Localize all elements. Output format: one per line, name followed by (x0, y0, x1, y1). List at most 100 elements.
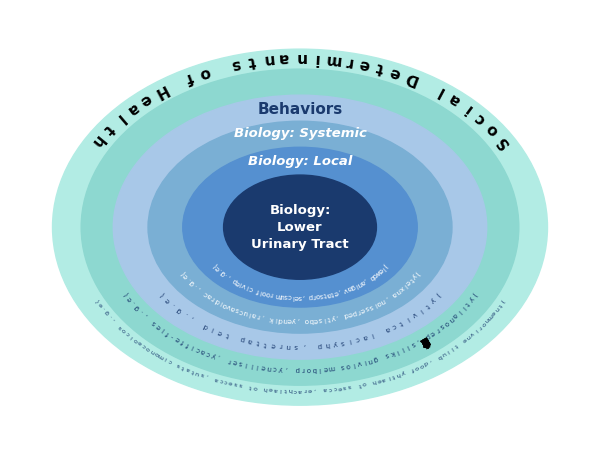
Text: l: l (406, 343, 410, 350)
Text: m: m (275, 292, 283, 299)
Text: c: c (219, 377, 223, 383)
Text: n: n (421, 337, 432, 350)
Text: a: a (381, 376, 386, 382)
Text: s: s (340, 363, 345, 369)
Text: .: . (130, 300, 136, 306)
Text: .: . (223, 272, 228, 278)
Text: a: a (278, 50, 289, 66)
Text: .: . (183, 311, 188, 317)
Text: g: g (133, 303, 141, 311)
Text: A: A (421, 337, 433, 350)
Text: a: a (124, 99, 141, 117)
Text: f: f (184, 70, 195, 86)
Text: b: b (312, 366, 317, 372)
Text: r: r (279, 342, 283, 348)
Text: t: t (422, 338, 431, 349)
Text: t: t (284, 387, 286, 392)
Text: s: s (151, 319, 157, 326)
Text: f: f (165, 329, 170, 336)
Text: i: i (422, 338, 430, 349)
Text: l: l (239, 281, 243, 287)
Text: l: l (422, 338, 430, 349)
Text: s: s (230, 56, 242, 72)
Text: m: m (323, 51, 341, 68)
Text: l: l (387, 374, 390, 380)
Text: l: l (248, 310, 251, 317)
Text: i: i (445, 348, 449, 353)
Text: n: n (464, 333, 471, 340)
Text: g: g (176, 306, 183, 314)
Text: e: e (332, 289, 338, 296)
Text: m: m (157, 352, 165, 360)
Text: o: o (253, 384, 257, 390)
Text: o: o (483, 120, 501, 138)
Text: Biology: Local: Biology: Local (248, 155, 352, 168)
Text: i: i (418, 307, 423, 313)
Text: o: o (262, 289, 268, 296)
Text: l: l (113, 111, 127, 126)
Text: i: i (473, 328, 478, 333)
Text: g: g (421, 337, 432, 350)
Text: p: p (239, 335, 245, 342)
Text: i: i (395, 348, 399, 354)
Text: o: o (316, 292, 320, 299)
Text: c: c (472, 110, 488, 127)
Text: a: a (326, 291, 331, 297)
Text: k: k (269, 315, 274, 322)
Text: s: s (384, 351, 389, 358)
Text: p: p (308, 293, 313, 299)
Text: s: s (421, 338, 431, 349)
Text: ,: , (296, 317, 299, 324)
Text: p: p (231, 277, 238, 284)
Text: o: o (307, 366, 311, 372)
Text: t: t (191, 368, 195, 374)
Text: e: e (308, 387, 312, 392)
Text: e: e (337, 385, 342, 390)
Text: a: a (362, 333, 368, 340)
Text: i: i (164, 356, 167, 361)
Text: l: l (456, 308, 462, 314)
Text: i: i (406, 315, 410, 321)
Text: e: e (232, 358, 238, 365)
Text: n: n (483, 317, 490, 323)
Text: ,: , (363, 277, 368, 284)
Text: H: H (151, 81, 169, 101)
Text: e: e (421, 337, 432, 350)
Text: c: c (224, 378, 228, 384)
Text: i: i (353, 282, 358, 288)
Text: u: u (194, 369, 200, 375)
Text: s: s (238, 360, 243, 366)
Text: v: v (421, 338, 432, 350)
Text: f: f (256, 287, 260, 293)
Text: ,: , (422, 338, 431, 349)
Text: o: o (145, 345, 151, 351)
Text: a: a (384, 325, 390, 333)
Text: (: ( (95, 298, 101, 303)
Text: r: r (476, 324, 482, 329)
Text: i: i (460, 304, 466, 310)
Text: ,: , (190, 315, 195, 321)
Text: a: a (323, 387, 327, 392)
Text: o: o (121, 327, 128, 333)
Text: t: t (422, 338, 431, 349)
Text: o: o (371, 271, 378, 279)
Text: r: r (422, 338, 431, 349)
Text: a: a (214, 376, 219, 382)
Text: f: f (410, 366, 414, 372)
Text: a: a (421, 337, 432, 350)
Text: o: o (197, 64, 212, 81)
Text: l: l (259, 288, 263, 295)
Text: o: o (154, 350, 160, 356)
Text: t: t (408, 276, 414, 283)
Text: e: e (421, 337, 432, 350)
Text: i: i (422, 338, 430, 349)
Text: f: f (180, 338, 185, 344)
Text: e: e (164, 297, 171, 304)
Text: e: e (421, 337, 432, 350)
Text: l: l (352, 361, 355, 367)
Text: Behaviors: Behaviors (257, 102, 343, 117)
Text: e: e (490, 309, 496, 315)
Text: b: b (368, 273, 375, 280)
Text: n: n (394, 287, 401, 295)
Text: r: r (269, 291, 274, 297)
